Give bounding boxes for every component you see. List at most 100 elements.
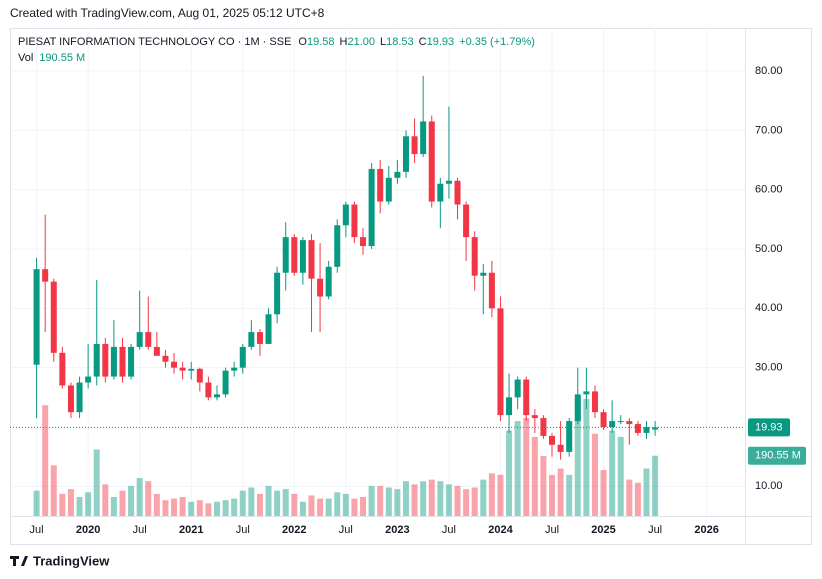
candle-body bbox=[188, 368, 195, 371]
volume-bar bbox=[162, 500, 169, 516]
candle-body bbox=[411, 136, 418, 155]
candle-body bbox=[643, 427, 650, 433]
x-tick-label: 2022 bbox=[282, 524, 306, 536]
candle-body bbox=[609, 421, 616, 428]
volume-bar bbox=[308, 495, 315, 516]
volume-bar bbox=[231, 498, 238, 516]
candle-body bbox=[196, 368, 203, 383]
x-tick-label: Jul bbox=[545, 524, 559, 536]
candle-body bbox=[471, 237, 478, 276]
candle-body bbox=[454, 180, 461, 205]
volume-bar bbox=[583, 398, 590, 516]
candle-body bbox=[93, 343, 100, 377]
legend-value: 21.00 bbox=[347, 36, 375, 48]
volume-bar bbox=[42, 405, 49, 516]
axes: 10.00 30.00 40.00 50.00 60.00 70.00 80.00 Jul 20… bbox=[10, 65, 806, 536]
volume-bar bbox=[153, 493, 160, 516]
volume-bar bbox=[497, 474, 504, 516]
legend-key: L bbox=[380, 36, 386, 48]
candle-body bbox=[342, 204, 349, 226]
candle-body bbox=[102, 343, 109, 377]
candle-body bbox=[42, 269, 49, 282]
legend-value: 18.53 bbox=[386, 36, 414, 48]
x-tick-label: Jul bbox=[648, 524, 662, 536]
candle-body bbox=[33, 269, 40, 365]
volume-bar bbox=[291, 493, 298, 516]
volume-bar bbox=[463, 489, 470, 516]
volume-bar bbox=[282, 489, 289, 516]
volume-bar bbox=[325, 498, 332, 516]
legend-key: C bbox=[419, 36, 427, 48]
candle-body bbox=[506, 397, 513, 416]
grid bbox=[10, 28, 745, 516]
candle-body bbox=[591, 391, 598, 413]
candle-body bbox=[248, 332, 255, 347]
legend-change: +0.35 (+1.79%) bbox=[459, 36, 535, 48]
volume-bar bbox=[110, 497, 117, 516]
x-tick-label: Jul bbox=[30, 524, 44, 536]
volume-bar bbox=[411, 484, 418, 516]
candle-body bbox=[523, 379, 530, 416]
volume-bar bbox=[437, 481, 444, 516]
candle-body bbox=[428, 121, 435, 202]
candle-body bbox=[145, 332, 152, 347]
volume-bar bbox=[360, 497, 367, 516]
legend-title: PIESAT INFORMATION TECHNOLOGY CO · 1M · … bbox=[18, 36, 291, 48]
y-tick-label: 80.00 bbox=[755, 65, 783, 77]
volume-bar bbox=[299, 501, 306, 516]
y-tick-label: 50.00 bbox=[755, 243, 783, 255]
x-tick-label: Jul bbox=[442, 524, 456, 536]
last-volume-label: 190.55 M bbox=[755, 450, 801, 462]
candle-body bbox=[488, 272, 495, 309]
volume-bar bbox=[317, 498, 324, 516]
volume-bar bbox=[265, 485, 272, 516]
volume-bar bbox=[171, 498, 178, 516]
volume-bar bbox=[471, 487, 478, 516]
volume-bar bbox=[600, 470, 607, 516]
candle-body bbox=[634, 424, 641, 433]
volume-bar bbox=[480, 479, 487, 516]
candle-body bbox=[213, 394, 220, 398]
volume-bar bbox=[136, 478, 143, 516]
volume-bar bbox=[188, 501, 195, 516]
candle-body bbox=[368, 168, 375, 247]
volume-bar bbox=[549, 474, 556, 516]
chart-frame bbox=[10, 28, 812, 545]
candle-body bbox=[239, 346, 246, 368]
footer-text: TradingView bbox=[33, 553, 110, 568]
x-tick-label: Jul bbox=[339, 524, 353, 536]
candle-body bbox=[299, 240, 306, 273]
volume-bar bbox=[239, 490, 246, 516]
candle-body bbox=[265, 314, 272, 344]
volume-bar bbox=[128, 485, 135, 516]
volume-bar bbox=[574, 398, 581, 516]
candle-body bbox=[351, 204, 358, 238]
volume-bar bbox=[67, 489, 74, 516]
volume-bar bbox=[205, 503, 212, 516]
candle-body bbox=[463, 204, 470, 238]
footer-logo: TradingView bbox=[10, 553, 110, 568]
candle-body bbox=[480, 272, 487, 276]
candle-body bbox=[531, 415, 538, 419]
volume-bar bbox=[643, 468, 650, 516]
y-tick-label: 70.00 bbox=[755, 124, 783, 136]
y-tick-label: 30.00 bbox=[755, 362, 783, 374]
candle-body bbox=[626, 421, 633, 425]
x-tick-label: 2025 bbox=[591, 524, 615, 536]
candle-body bbox=[153, 346, 160, 356]
legend: PIESAT INFORMATION TECHNOLOGY CO · 1M · … bbox=[18, 36, 535, 48]
last-price-tag bbox=[748, 418, 790, 437]
volume-bar bbox=[213, 501, 220, 516]
x-tick-label: 2021 bbox=[179, 524, 203, 536]
candles bbox=[33, 75, 659, 460]
candle-body bbox=[540, 418, 547, 436]
volume-bar bbox=[76, 497, 83, 516]
candle-body bbox=[256, 332, 263, 344]
volume-legend: Vol 190.55 M bbox=[18, 52, 85, 64]
candle-body bbox=[557, 444, 564, 452]
candle-body bbox=[76, 382, 83, 413]
volume-value: 190.55 M bbox=[39, 52, 85, 64]
candle-body bbox=[317, 278, 324, 297]
volume-bar bbox=[59, 493, 66, 516]
